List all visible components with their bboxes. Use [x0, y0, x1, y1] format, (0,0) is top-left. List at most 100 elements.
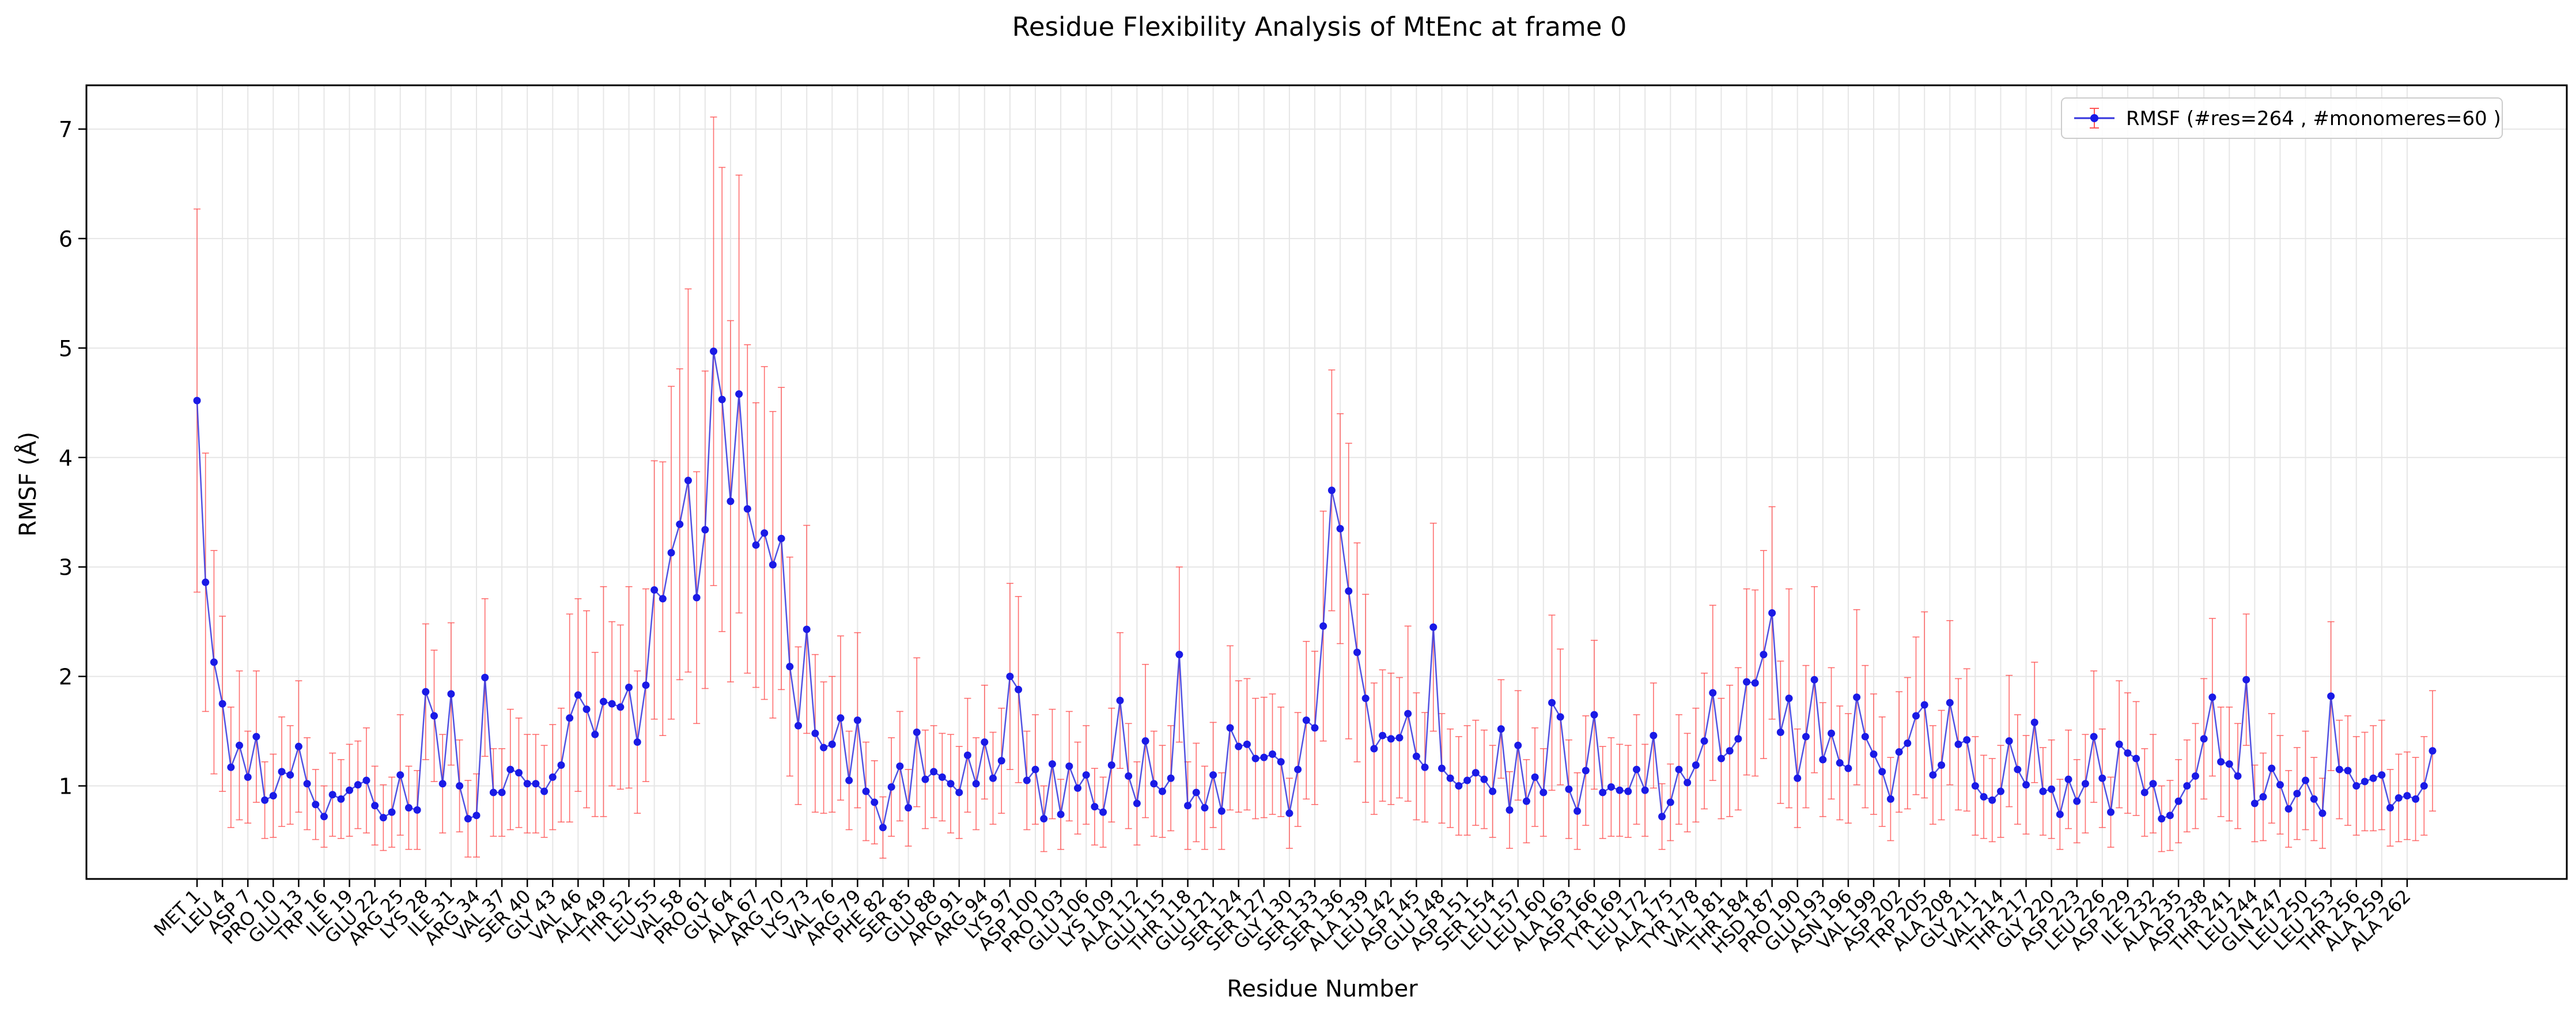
data-point	[2225, 760, 2233, 768]
data-point	[2369, 774, 2377, 782]
data-point	[1073, 784, 1081, 792]
data-point	[1251, 754, 1259, 763]
data-point	[997, 757, 1005, 765]
data-point	[2242, 675, 2250, 684]
data-point	[710, 348, 718, 356]
data-point	[1116, 696, 1124, 704]
data-point	[2293, 790, 2301, 798]
data-point	[2073, 797, 2081, 805]
legend: RMSF (#res=264 , #monomeres=60 )	[2061, 97, 2503, 139]
data-point	[1641, 786, 1649, 794]
data-point	[404, 804, 413, 812]
data-point	[549, 773, 557, 781]
data-point	[515, 769, 523, 777]
data-point	[2191, 772, 2199, 780]
data-point	[1692, 761, 1700, 769]
y-axis-ticks: 1 2 3 4 5 6 7	[59, 117, 86, 799]
data-point	[1150, 780, 1158, 788]
data-point	[1810, 675, 1818, 684]
data-point	[2318, 809, 2327, 817]
data-point	[1717, 754, 1725, 763]
data-point	[2284, 805, 2293, 813]
data-point	[1048, 760, 1056, 768]
y-tick-label: 2	[59, 665, 73, 690]
data-point	[1277, 758, 1285, 766]
data-point	[1666, 798, 1674, 806]
data-point	[1184, 802, 1192, 810]
data-point	[887, 783, 895, 791]
data-point	[1387, 735, 1395, 743]
data-point	[303, 780, 311, 788]
data-point	[769, 561, 777, 569]
y-tick-label: 1	[59, 774, 73, 799]
data-point	[1582, 767, 1590, 775]
data-point	[1514, 741, 1522, 749]
data-point	[1226, 724, 1234, 732]
data-point	[1988, 796, 1996, 804]
data-point	[1209, 771, 1217, 779]
data-point	[905, 804, 913, 812]
data-point	[1886, 795, 1894, 803]
y-tick-label: 6	[59, 227, 73, 252]
legend-box	[2061, 97, 2503, 139]
y-tick-label: 3	[59, 555, 73, 580]
data-point	[2361, 778, 2369, 786]
chart-title: Residue Flexibility Analysis of MtEnc at…	[1012, 12, 1627, 42]
legend-marker	[2074, 108, 2114, 129]
data-point	[2183, 782, 2191, 790]
data-point	[1091, 803, 1099, 811]
data-point	[1125, 772, 1133, 780]
data-point	[2107, 808, 2115, 816]
data-point	[1565, 785, 1573, 793]
data-point	[1336, 524, 1344, 533]
data-point	[1904, 739, 1912, 747]
data-point	[1489, 787, 1497, 795]
data-point	[1260, 753, 1268, 761]
data-point	[1743, 678, 1751, 686]
data-point	[947, 780, 955, 788]
data-point	[1327, 486, 1336, 495]
data-point	[981, 738, 989, 746]
data-point	[1006, 673, 1014, 681]
data-point	[1192, 788, 1200, 797]
data-point	[1971, 782, 1979, 790]
data-point	[972, 780, 980, 788]
data-point	[2412, 795, 2420, 803]
data-point	[2022, 781, 2030, 789]
data-point	[2335, 765, 2343, 773]
data-point	[2090, 733, 2098, 741]
data-point	[1395, 734, 1404, 742]
data-point	[608, 700, 616, 708]
data-point	[2386, 804, 2395, 812]
data-point	[1217, 807, 1225, 815]
data-point	[566, 714, 574, 722]
data-point	[1963, 736, 1971, 744]
data-point	[1455, 782, 1463, 790]
data-point	[430, 712, 438, 720]
data-point	[532, 780, 540, 788]
data-point	[328, 791, 336, 799]
data-point	[1294, 765, 1302, 773]
data-point	[1472, 769, 1480, 777]
data-point	[625, 684, 633, 692]
data-point	[1522, 797, 1530, 805]
data-point	[879, 824, 887, 832]
data-point	[1980, 793, 1988, 801]
data-point	[371, 802, 379, 810]
x-axis-label: Residue Number	[1227, 976, 1418, 1002]
data-point	[320, 813, 328, 821]
data-point	[1269, 750, 1277, 758]
data-point	[1734, 735, 1742, 743]
data-point	[1107, 761, 1115, 769]
data-point	[472, 812, 481, 820]
data-point	[2420, 782, 2428, 790]
data-point	[2158, 815, 2166, 823]
data-point	[2064, 775, 2072, 783]
data-point	[2140, 788, 2148, 797]
data-point	[574, 691, 582, 699]
data-point	[557, 761, 565, 769]
data-point	[921, 775, 929, 783]
data-point	[1446, 774, 1454, 782]
data-point	[1539, 788, 1548, 797]
data-point	[1828, 729, 1836, 737]
